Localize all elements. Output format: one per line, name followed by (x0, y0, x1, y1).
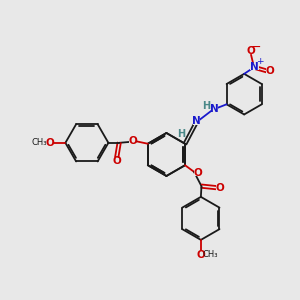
Bar (45, 140, 54, 146)
Bar (203, 103, 209, 109)
Text: CH₃: CH₃ (32, 138, 47, 147)
Text: O: O (247, 46, 255, 56)
Text: O: O (46, 138, 54, 148)
Bar (216, 184, 224, 190)
Text: N: N (250, 62, 259, 72)
Bar (193, 118, 200, 124)
Bar (266, 68, 274, 74)
Text: O: O (266, 66, 274, 76)
Text: H: H (177, 129, 185, 139)
Bar (113, 158, 121, 164)
Text: N: N (210, 104, 219, 114)
Text: +: + (256, 57, 263, 66)
Text: O: O (128, 136, 137, 146)
Bar (250, 63, 259, 70)
Bar (178, 131, 184, 136)
Bar (129, 138, 136, 144)
Text: CH₃: CH₃ (203, 250, 218, 259)
Text: H: H (202, 101, 210, 111)
Bar (247, 47, 255, 54)
Bar (197, 251, 205, 257)
Text: O: O (194, 168, 202, 178)
Bar (194, 170, 202, 176)
Text: N: N (192, 116, 201, 126)
Text: O: O (216, 183, 224, 193)
Text: −: − (251, 41, 261, 54)
Text: O: O (112, 156, 121, 166)
Bar (211, 106, 218, 112)
Text: O: O (196, 250, 205, 260)
